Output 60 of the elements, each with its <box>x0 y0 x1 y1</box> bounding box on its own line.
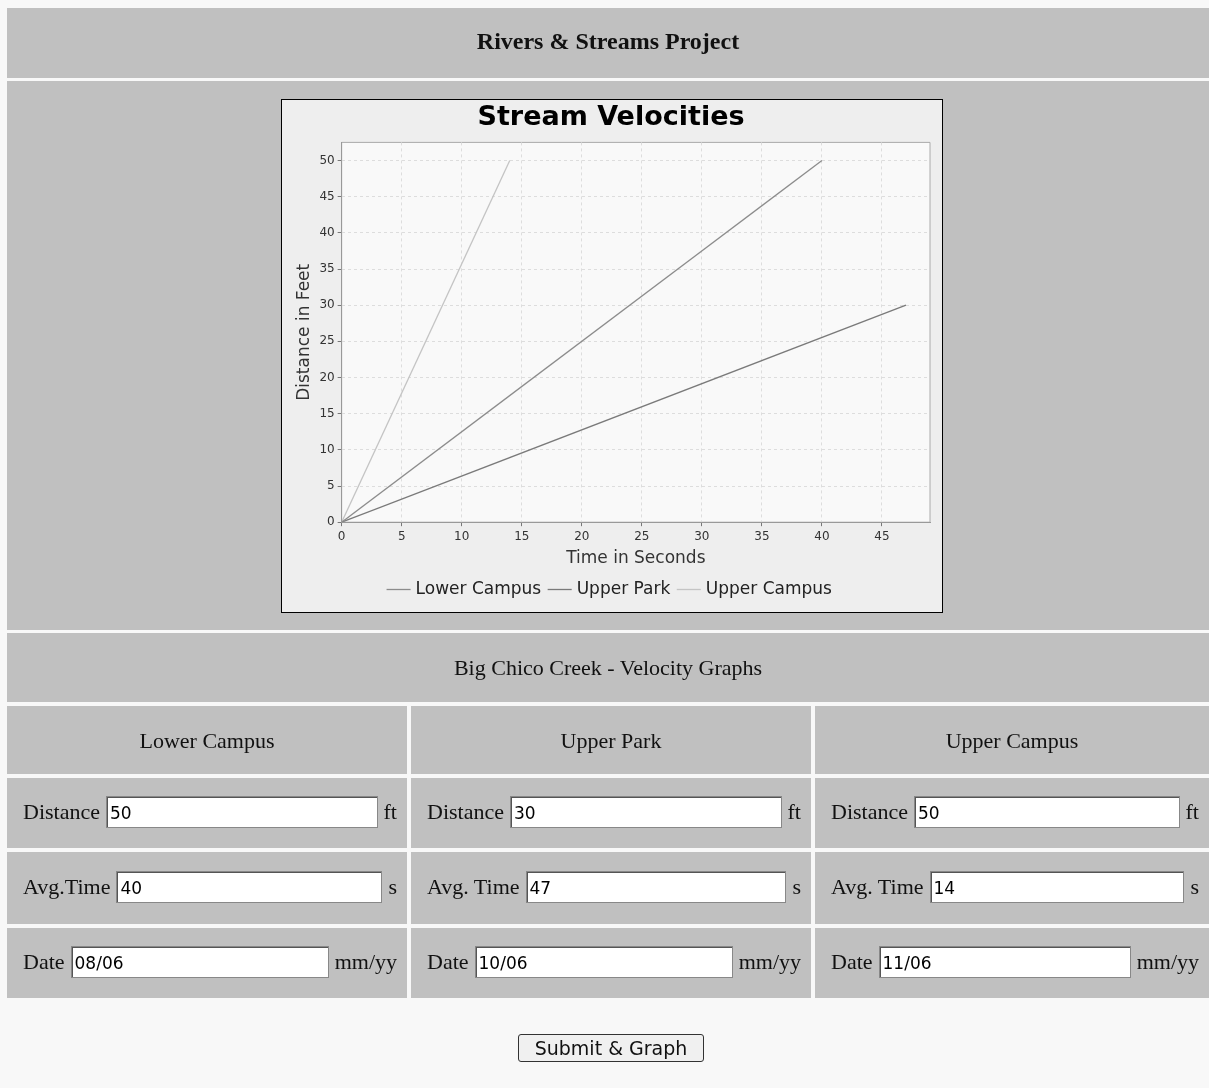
text: s <box>792 874 801 900</box>
chart-title: Stream Velocities <box>477 100 745 132</box>
text-field: 11/06 <box>878 946 1131 978</box>
text: Upper Park <box>559 728 663 754</box>
text: Avg. Time <box>427 874 520 900</box>
text: mm/yy <box>334 949 397 975</box>
submit-button: Submit & Graph <box>517 1034 705 1062</box>
text: Distance <box>23 799 100 825</box>
text: Date <box>427 949 469 975</box>
legend-label: Upper Campus <box>705 577 833 598</box>
x-tick-label: 40 <box>814 528 830 543</box>
legend-label: Lower Campus <box>415 577 542 598</box>
text: Distance <box>831 799 908 825</box>
y-tick-label: 40 <box>319 224 335 239</box>
y-tick-label: 45 <box>319 188 335 203</box>
text: Date <box>23 949 65 975</box>
y-tick-label: 50 <box>319 152 335 167</box>
text: Lower Campus <box>138 728 276 754</box>
x-tick-label: 20 <box>574 528 590 543</box>
x-tick-label: 25 <box>634 528 650 543</box>
y-tick-label: 25 <box>319 333 335 348</box>
text: Rivers & Streams Project <box>475 28 741 55</box>
text: Avg. Time <box>831 874 924 900</box>
y-axis-title: Distance in Feet <box>292 263 313 401</box>
x-tick-label: 15 <box>514 528 530 543</box>
text-field: 50 <box>105 796 378 828</box>
text-field: 14 <box>929 871 1185 903</box>
y-tick-label: 10 <box>319 441 335 456</box>
x-tick-label: 5 <box>397 528 406 543</box>
text-field: 08/06 <box>70 946 329 978</box>
x-tick-label: 10 <box>454 528 470 543</box>
y-tick-label: 30 <box>319 297 335 312</box>
text: Upper Campus <box>944 728 1080 754</box>
x-tick-label: 0 <box>337 528 346 543</box>
text: ft <box>383 799 397 825</box>
text: mm/yy <box>1136 949 1199 975</box>
text-field: 50 <box>913 796 1180 828</box>
text-field: 30 <box>509 796 782 828</box>
x-tick-label: 35 <box>754 528 770 543</box>
y-tick-label: 5 <box>327 478 335 493</box>
text: Date <box>831 949 873 975</box>
text: Distance <box>427 799 504 825</box>
text-field: 47 <box>525 871 787 903</box>
text: ft <box>1185 799 1199 825</box>
text-field: 10/06 <box>474 946 733 978</box>
y-tick-label: 20 <box>319 369 335 384</box>
text: s <box>1190 874 1199 900</box>
x-tick-label: 30 <box>694 528 710 543</box>
text-field: 40 <box>116 871 383 903</box>
x-axis-title: Time in Seconds <box>565 547 706 568</box>
y-tick-label: 15 <box>319 405 335 420</box>
y-tick-label: 0 <box>327 514 335 529</box>
text: s <box>388 874 397 900</box>
x-tick-label: 45 <box>874 528 890 543</box>
text: Big Chico Creek - Velocity Graphs <box>452 655 764 681</box>
text: Avg.Time <box>23 874 111 900</box>
legend-label: Upper Park <box>576 577 671 598</box>
text: mm/yy <box>738 949 801 975</box>
text: ft <box>787 799 801 825</box>
y-tick-label: 35 <box>319 261 335 276</box>
